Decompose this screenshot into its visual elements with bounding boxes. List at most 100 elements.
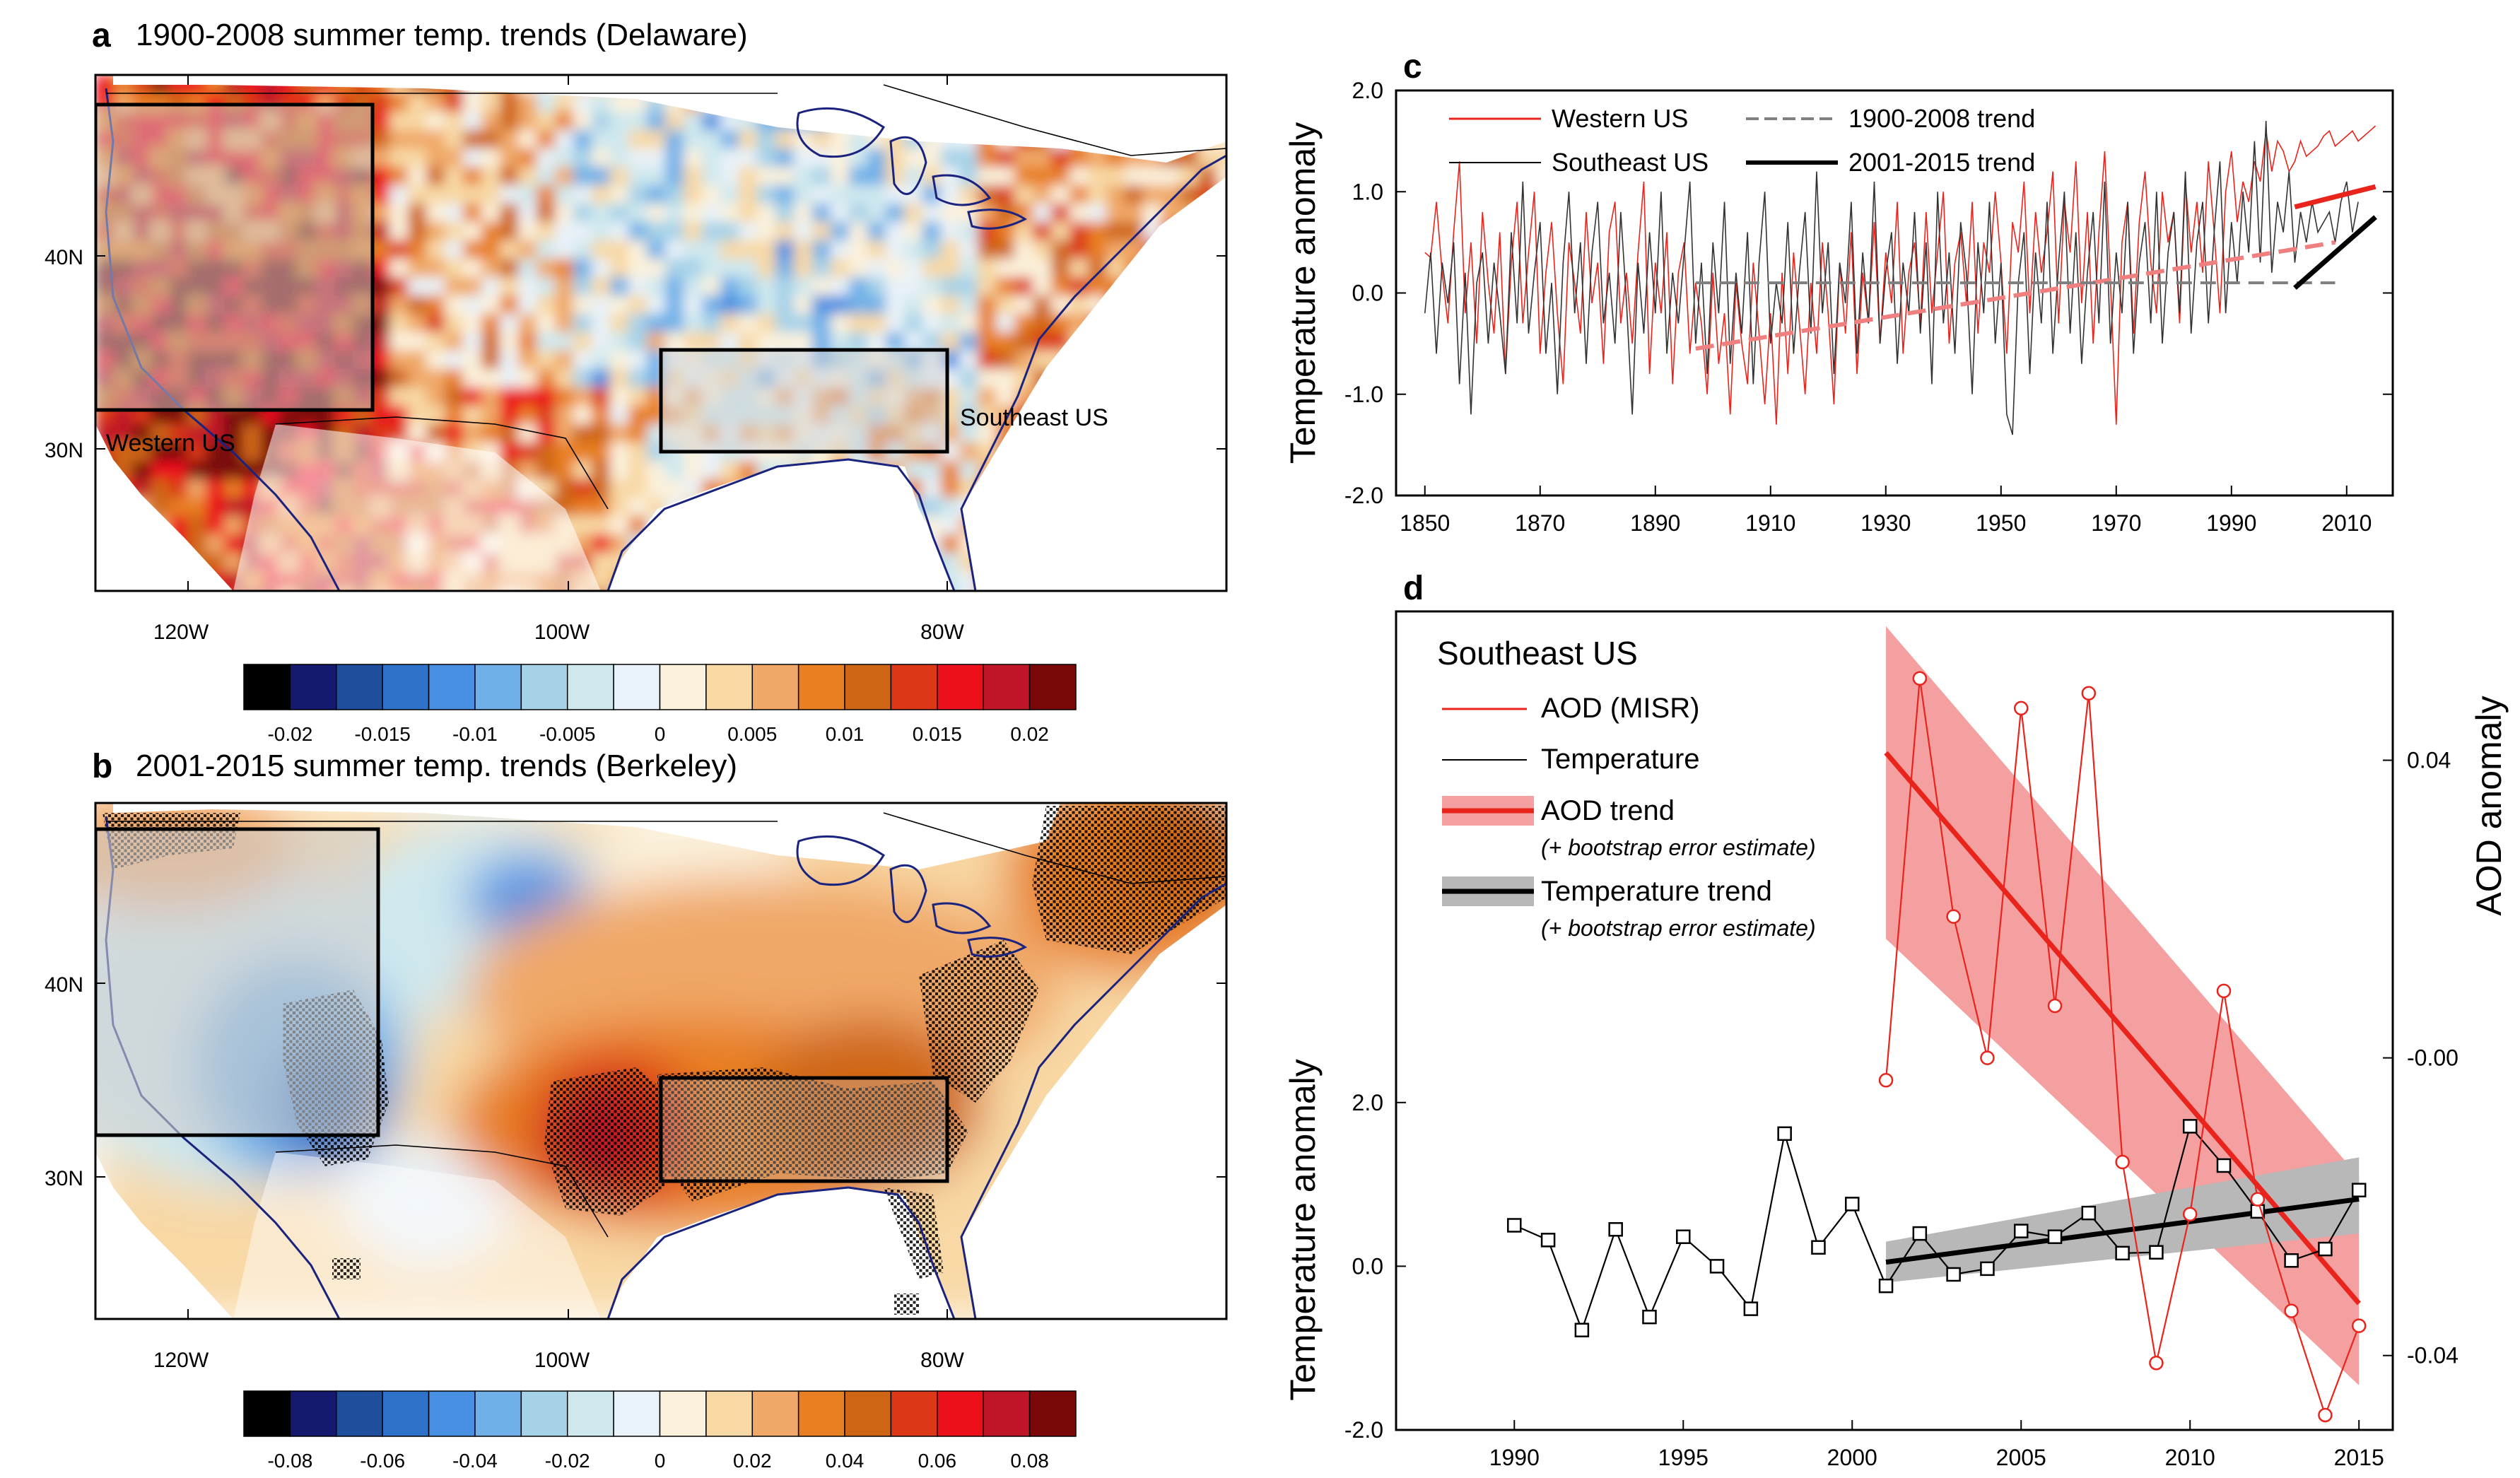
panel-d-temperature-marker xyxy=(2081,1205,2097,1221)
panel-c-legend-label: Southeast US xyxy=(1552,148,1709,177)
panel-c-xtick-label: 1950 xyxy=(1976,510,2026,536)
panel-a-field-cell xyxy=(242,424,262,443)
panel-d-aod-marker xyxy=(2216,983,2232,999)
panel-a-field-cell xyxy=(389,590,409,591)
panel-a-field-cell xyxy=(867,148,886,168)
panel-a-field-cell xyxy=(684,148,703,168)
panel-c-xtick-label: 1970 xyxy=(2091,510,2141,536)
panel-d-series-group xyxy=(1507,626,2367,1423)
panel-a-field-cell xyxy=(500,148,519,168)
panel-a-field-cell xyxy=(389,351,409,370)
panel-a-field-cell xyxy=(684,240,703,259)
panel-a-field-cell xyxy=(775,259,795,278)
panel-a-field-cell xyxy=(500,112,519,131)
panel-a-field-cell xyxy=(867,222,886,241)
panel-a-field-cell xyxy=(537,93,556,112)
panel-a-field-cell xyxy=(628,167,647,186)
panel-a-field-cell xyxy=(739,204,758,223)
panel-a-colorbar-swatch xyxy=(289,664,337,710)
panel-a-field-cell xyxy=(996,240,1015,259)
panel-a-field-cell xyxy=(481,332,500,351)
panel-a-colorbar-swatch xyxy=(243,664,291,710)
panel-a-field-cell xyxy=(849,167,868,186)
panel-a-field-cell xyxy=(665,240,684,259)
panel-a-field-cell xyxy=(628,314,647,333)
panel-a-field-cell xyxy=(665,461,684,480)
panel-a-field-cell xyxy=(592,222,611,241)
panel-a-field-cell xyxy=(426,332,445,351)
panel-a-colorbar-label: 0 xyxy=(655,723,666,745)
panel-a-field-cell xyxy=(702,314,721,333)
panel-a-field-cell xyxy=(573,406,592,425)
panel-b-colorbar-swatch xyxy=(983,1390,1031,1437)
panel-a-field-cell xyxy=(831,259,850,278)
panel-a-field-cell xyxy=(555,351,574,370)
panel-a-field-cell xyxy=(408,204,427,223)
panel-a-field-cell xyxy=(408,314,427,333)
panel-a-field-cell xyxy=(610,314,629,333)
panel-d-aod-marker xyxy=(2182,1207,2198,1221)
panel-a-field-cell xyxy=(537,277,556,296)
panel-a-field-cell xyxy=(555,204,574,223)
panel-a-field-cell xyxy=(941,259,960,278)
panel-a-field-cell xyxy=(132,424,151,443)
panel-d-temperature-marker xyxy=(1709,1259,1725,1274)
panel-b-colorbar-swatch xyxy=(382,1390,430,1437)
panel-a-colorbar-swatch xyxy=(983,664,1031,710)
panel-a-field-cell xyxy=(610,369,629,388)
panel-a-field-cell xyxy=(812,314,831,333)
panel-a-field-cell xyxy=(647,185,666,204)
panel-a-field-cell xyxy=(206,534,225,553)
panel-b-colorbar-swatch xyxy=(844,1390,892,1437)
panel-a-field-cell xyxy=(573,314,592,333)
panel-a-field-cell xyxy=(757,314,776,333)
panel-a-field-cell xyxy=(665,204,684,223)
panel-a-field-cell xyxy=(1106,185,1125,204)
panel-a-field-cell xyxy=(849,259,868,278)
panel-a-field-cell xyxy=(831,277,850,296)
panel-a-field-cell xyxy=(500,259,519,278)
panel-a-field-cell xyxy=(978,295,997,315)
panel-a-field-cell xyxy=(610,424,629,443)
panel-a-field-cell xyxy=(573,204,592,223)
panel-a-field-cell xyxy=(592,259,611,278)
panel-a-field-cell xyxy=(1069,167,1089,186)
panel-a-field-cell xyxy=(996,277,1015,296)
panel-a-field-cell xyxy=(481,259,500,278)
panel-a-field-cell xyxy=(518,204,537,223)
panel-a-field-cell xyxy=(592,479,611,498)
panel-a-field-cell xyxy=(1106,204,1125,223)
panel-a-field-cell xyxy=(978,590,997,591)
panel-a-field-cell xyxy=(518,277,537,296)
panel-a-field-cell xyxy=(1051,277,1070,296)
panel-a-field-cell xyxy=(996,295,1015,315)
panel-a-field-cell xyxy=(610,332,629,351)
panel-a-field-cell xyxy=(941,314,960,333)
panel-d-legend-label: AOD (MISR) xyxy=(1541,693,1699,724)
panel-a-field-cell xyxy=(610,112,629,131)
panel-a-field-cell xyxy=(628,424,647,443)
panel-a-field-cell xyxy=(757,185,776,204)
panel-c-ylabel: Temperature anomaly xyxy=(1283,122,1323,464)
panel-a-field-cell xyxy=(573,351,592,370)
panel-b-colorbar-swatch xyxy=(474,1390,522,1437)
panel-d-xtick-label: 2010 xyxy=(2165,1445,2215,1470)
panel-a-gulf xyxy=(608,459,954,591)
panel-a-field-cell xyxy=(757,590,776,591)
panel-a-field-cell xyxy=(169,590,188,591)
panel-a-field-cell xyxy=(610,295,629,315)
panel-a-field-cell xyxy=(665,185,684,204)
panel-c-legend-label: 1900-2008 trend xyxy=(1848,104,2035,133)
panel-a-field-cell xyxy=(959,406,978,425)
panel-a-field-cell xyxy=(1051,204,1070,223)
panel-d-temperature-marker xyxy=(1912,1226,1928,1241)
panel-a-field-cell xyxy=(1088,204,1107,223)
panel-a-field-cell xyxy=(775,148,795,168)
panel-a-field-cell xyxy=(481,277,500,296)
panel-d-temperature-marker xyxy=(1540,1233,1556,1248)
panel-a-field-cell xyxy=(500,387,519,406)
panel-a-field-cell xyxy=(426,295,445,315)
panel-d-temperature-marker xyxy=(1946,1267,1961,1282)
panel-a-field-cell xyxy=(702,130,721,149)
panel-a-field-cell xyxy=(720,277,739,296)
